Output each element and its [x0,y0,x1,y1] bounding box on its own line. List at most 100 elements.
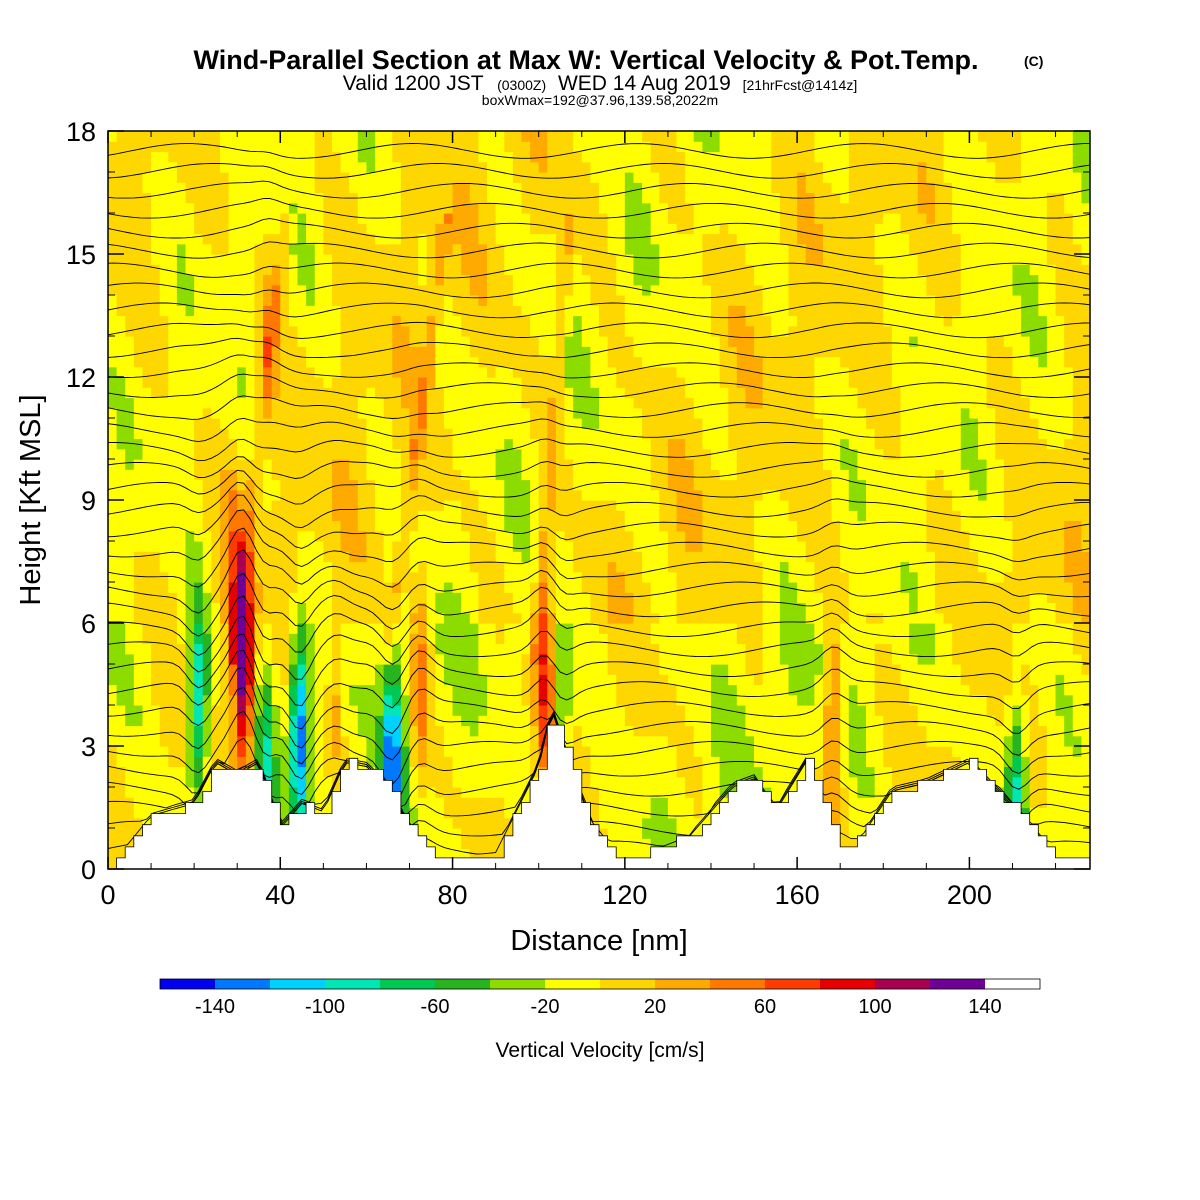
velocity-cell [469,141,479,153]
velocity-cell [693,192,703,204]
velocity-cell [133,182,144,194]
velocity-cell [426,182,436,194]
velocity-cell [564,633,574,645]
velocity-cell [392,397,402,409]
velocity-cell [108,664,118,675]
velocity-cell [504,336,514,347]
velocity-cell [176,623,187,634]
velocity-cell [538,274,548,286]
velocity-cell [185,459,195,470]
velocity-cell [435,397,445,409]
velocity-cell [168,223,178,235]
velocity-cell [650,387,660,399]
velocity-cell [538,213,548,224]
velocity-cell [349,735,359,747]
velocity-cell [392,305,402,317]
velocity-cell [633,356,643,368]
velocity-cell [512,305,523,317]
velocity-cell [564,243,574,255]
velocity-cell [366,161,376,173]
velocity-cell [581,397,591,409]
velocity-cell [676,182,686,194]
velocity-cell [478,592,488,604]
velocity-cell [125,264,135,276]
velocity-cell [599,551,609,563]
velocity-cell [659,428,669,440]
velocity-cell [194,551,204,563]
velocity-cell [349,694,359,706]
velocity-cell [142,325,152,337]
velocity-cell [185,530,195,542]
velocity-cell [590,582,600,593]
velocity-cell [685,500,695,511]
velocity-cell [495,264,505,276]
velocity-cell [297,684,307,696]
velocity-cell [271,787,281,798]
velocity-cell [297,274,307,286]
velocity-cell [495,592,505,604]
velocity-cell [642,356,652,368]
velocity-cell [469,418,479,429]
velocity-cell [202,489,212,501]
velocity-cell [168,725,178,737]
velocity-cell [280,612,290,624]
velocity-cell [650,746,660,757]
velocity-cell [573,541,583,552]
velocity-cell [392,684,402,696]
velocity-cell [357,746,368,757]
velocity-cell [375,438,385,450]
velocity-cell [323,684,333,696]
velocity-cell [487,817,497,829]
velocity-cell [400,202,411,214]
velocity-cell [659,141,669,153]
velocity-cell [650,407,660,419]
velocity-cell [168,418,178,429]
velocity-cell [219,633,230,645]
velocity-cell [400,694,411,706]
velocity-cell [693,243,703,255]
velocity-cell [581,674,591,686]
velocity-cell [228,489,238,501]
velocity-cell [504,571,514,583]
velocity-cell [331,161,342,173]
velocity-cell [375,725,385,737]
velocity-cell [418,295,428,306]
velocity-cell [564,479,574,491]
velocity-cell [418,233,428,245]
velocity-cell [288,407,299,419]
velocity-cell [435,172,445,183]
velocity-cell [133,254,144,265]
velocity-cell [573,500,583,511]
velocity-cell [685,305,695,317]
velocity-cell [176,612,187,624]
velocity-cell [599,817,609,829]
velocity-cell [573,725,583,737]
velocity-cell [331,602,342,614]
velocity-cell [676,776,686,788]
velocity-cell [426,643,436,655]
velocity-cell [133,448,144,460]
velocity-cell [288,551,299,563]
velocity-cell [228,623,238,634]
velocity-cell [547,674,557,686]
velocity-cell [202,623,212,634]
velocity-cell [642,243,652,255]
velocity-cell [375,366,385,378]
velocity-cell [590,797,600,809]
velocity-cell [504,684,514,696]
velocity-cell [211,254,221,265]
velocity-cell [142,141,152,153]
velocity-cell [659,500,669,511]
velocity-cell [228,448,238,460]
velocity-cell [676,582,686,593]
velocity-cell [314,756,324,768]
velocity-cell [599,623,609,634]
velocity-cell [185,766,195,778]
velocity-cell [409,305,419,317]
velocity-cell [185,541,195,552]
velocity-cell [599,674,609,686]
velocity-cell [202,356,212,368]
velocity-cell [521,141,531,153]
velocity-cell [383,377,393,388]
velocity-cell [564,653,574,665]
